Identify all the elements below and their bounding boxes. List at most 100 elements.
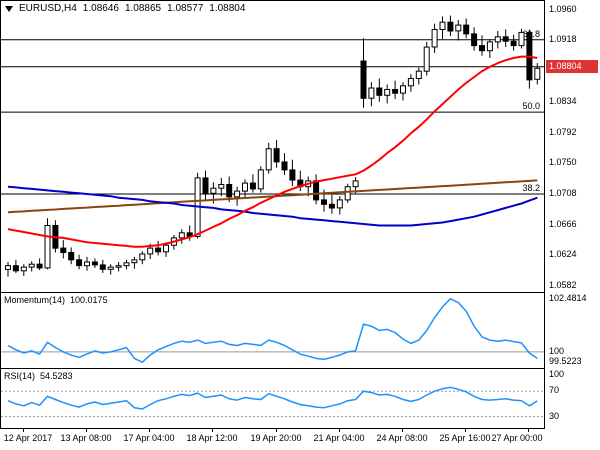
candle-body [407, 78, 414, 87]
candle-body [36, 263, 43, 269]
time-tick [339, 429, 340, 432]
time-axis-label: 12 Apr 2017 [3, 433, 53, 443]
candle-body [352, 180, 359, 188]
candle-body [376, 87, 383, 96]
price-axis[interactable]: 1.0960 1.0918 1.0834 1.0792 1.0750 1.0708 1.06… [545, 0, 600, 292]
price-axis-label: 1.0624 [549, 249, 577, 260]
candle-body [486, 41, 493, 52]
candle-body [447, 21, 454, 32]
candle-body [91, 261, 98, 266]
candle-body [360, 60, 367, 99]
time-axis-label: 17 Apr 04:00 [123, 433, 175, 443]
candle-body [178, 232, 185, 239]
candle-body [384, 89, 391, 96]
candle-body [392, 89, 399, 94]
symbol-period-label: EURUSD,H4 [19, 3, 77, 14]
time-axis-label: 24 Apr 08:00 [376, 433, 428, 443]
candle-body [226, 184, 233, 198]
candle-body [44, 225, 51, 269]
rsi-axis-label: 30 [549, 410, 560, 421]
candle-body [163, 244, 169, 253]
candle-body [139, 253, 146, 261]
candle-body [281, 161, 288, 171]
time-tick [212, 429, 213, 432]
rsi-axis[interactable]: 100 70 30 [545, 368, 600, 429]
time-tick [23, 429, 24, 432]
momentum-axis-label: 99.5223 [549, 356, 582, 367]
candle-body [257, 169, 264, 190]
sma-100-line [7, 185, 538, 227]
candle-body [423, 46, 430, 72]
time-tick [465, 429, 466, 432]
candle-body [234, 190, 241, 198]
price-axis-label: 1.0834 [549, 95, 577, 106]
time-tick [528, 429, 529, 432]
sma-20-line [7, 55, 538, 248]
candle-body [494, 36, 501, 43]
price-axis-label: 1.0582 [549, 280, 577, 291]
rsi-title: RSI(14) [4, 371, 36, 381]
candle-body [147, 247, 154, 255]
rsi-label: RSI(14) 54.5283 [4, 371, 73, 381]
candle-body [12, 265, 19, 272]
candle-body [242, 182, 248, 192]
candle-body [76, 259, 83, 267]
candle-body [400, 85, 406, 94]
time-tick [276, 429, 277, 432]
candle-body [107, 266, 114, 270]
time-axis-label: 18 Apr 12:00 [186, 433, 238, 443]
candle-body [328, 203, 335, 209]
momentum-line [7, 298, 538, 363]
candle-body [344, 186, 351, 201]
candle-body [202, 177, 209, 194]
time-axis-label: 21 Apr 04:00 [313, 433, 365, 443]
candle-body [415, 70, 422, 79]
rsi-plot[interactable] [1, 369, 544, 428]
candle-body [60, 247, 67, 254]
symbol-dropdown-icon[interactable] [5, 5, 13, 12]
ohlc-high: 1.08865 [124, 3, 162, 14]
fib-level-label: 50.0 [522, 101, 540, 111]
momentum-axis[interactable]: 102.4814 100 99.5223 [545, 292, 600, 368]
candle-body [313, 180, 320, 201]
rsi-value: 54.5283 [40, 371, 73, 381]
main-chart-panel[interactable]: 61.850.038.2 EURUSD,H4 1.08646 1.08865 1… [0, 0, 545, 293]
candle-body [439, 21, 446, 31]
candle-body [455, 24, 462, 32]
rsi-panel[interactable] [0, 368, 545, 429]
candle-body [123, 262, 130, 267]
time-tick [402, 429, 403, 432]
chart-header: EURUSD,H4 1.08646 1.08865 1.08577 1.0880… [5, 3, 245, 14]
candle-body [249, 182, 256, 190]
time-axis-label: 19 Apr 20:00 [250, 433, 302, 443]
momentum-plot[interactable] [1, 293, 544, 368]
candle-body [28, 263, 35, 268]
candle-body [502, 36, 509, 42]
candle-body [471, 33, 478, 47]
candle-body [265, 148, 272, 171]
candle-body [5, 265, 11, 270]
time-tick [149, 429, 150, 432]
momentum-axis-label: 100 [549, 345, 565, 356]
candle-body [289, 169, 296, 181]
candle-body [20, 266, 27, 272]
ohlc-low: 1.08577 [167, 3, 204, 14]
candle-body [210, 187, 217, 194]
price-axis-label: 1.0792 [549, 126, 577, 137]
price-axis-label: 1.0666 [549, 218, 577, 229]
candle-body [131, 259, 138, 264]
candle-body [155, 247, 162, 253]
candle-body [534, 67, 541, 80]
rsi-axis-label: 100 [549, 369, 565, 379]
candle-body [84, 261, 90, 267]
price-axis-label: 1.0708 [549, 188, 577, 199]
price-axis-label: 1.0918 [549, 34, 577, 45]
candle-body [479, 45, 485, 52]
main-chart-plot[interactable]: 61.850.038.2 [1, 1, 544, 292]
price-axis-label: 1.0960 [549, 3, 577, 14]
candle-body [321, 199, 327, 205]
momentum-title: Momentum(14) [4, 295, 66, 305]
time-axis[interactable]: 12 Apr 2017 13 Apr 08:00 17 Apr 04:00 18 Ap… [0, 429, 545, 450]
rsi-line [7, 386, 538, 410]
current-price-badge: 1.08804 [546, 60, 598, 73]
